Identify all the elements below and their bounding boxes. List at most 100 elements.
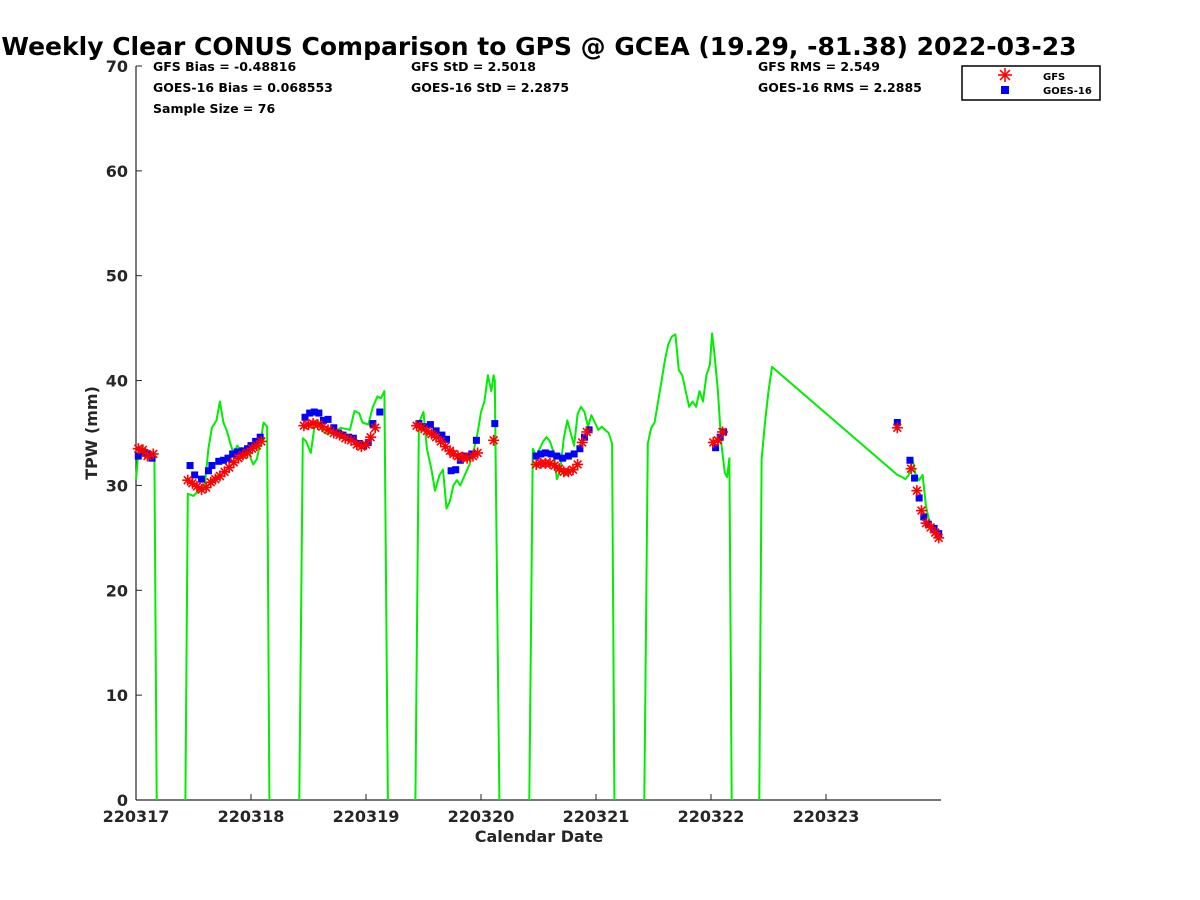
goes16-point <box>541 449 549 457</box>
gfs-rms-stat: GFS RMS = 2.549 <box>758 59 880 74</box>
goes16-point <box>491 420 499 428</box>
gfs-point <box>488 434 500 446</box>
gfs-point <box>572 458 584 470</box>
goes16-point <box>319 416 327 424</box>
goes16-point <box>426 421 434 429</box>
goes16-point <box>564 452 572 460</box>
goes16-point <box>915 494 923 502</box>
goes16-point <box>247 442 255 450</box>
y-tick-label: 20 <box>106 581 128 600</box>
goes16-point <box>208 462 216 470</box>
legend-gfs-marker <box>998 68 1012 82</box>
goes16-point <box>537 450 545 458</box>
gfs-point <box>920 517 932 529</box>
goes16-point <box>310 408 318 416</box>
gfs-point <box>360 439 372 451</box>
y-tick-label: 50 <box>106 267 128 286</box>
gfs-point <box>147 448 159 460</box>
goes16-point <box>306 409 314 417</box>
goes16-point <box>301 413 309 421</box>
gfs-point <box>137 444 149 456</box>
x-tick-label: 220323 <box>793 807 860 826</box>
gfs-point <box>915 505 927 517</box>
goes-rms-stat: GOES-16 RMS = 2.2885 <box>758 80 922 95</box>
goes16-point <box>920 513 928 521</box>
goes16-point <box>224 454 232 462</box>
y-tick-label: 60 <box>106 162 128 181</box>
x-tick-label: 220321 <box>563 807 630 826</box>
goes16-point <box>570 450 578 458</box>
goes16-series <box>134 408 943 538</box>
gfs-point <box>345 434 357 446</box>
goes16-point <box>576 445 584 453</box>
goes16-point <box>186 462 194 470</box>
goes16-point <box>712 444 720 452</box>
goes16-point <box>229 450 237 458</box>
goes16-point <box>252 437 260 445</box>
goes16-point <box>198 475 206 483</box>
gps-line-segment <box>298 390 389 801</box>
gfs-point <box>891 422 903 434</box>
goes16-point <box>930 524 938 532</box>
sample-size-stat: Sample Size = 76 <box>153 101 275 116</box>
gps-line-segment <box>414 374 501 801</box>
gfs-point <box>328 427 340 439</box>
legend-goes16-marker <box>1001 86 1009 94</box>
gps-series <box>135 332 941 801</box>
y-axis-label: TPW (mm) <box>82 386 101 480</box>
y-tick-label: 10 <box>106 686 128 705</box>
y-tick-label: 40 <box>106 372 128 391</box>
goes16-point <box>204 467 212 475</box>
legend-gfs-asterisk <box>998 68 1012 82</box>
goes-bias-stat: GOES-16 Bias = 0.068553 <box>153 80 333 95</box>
gps-line-segment <box>643 332 733 801</box>
x-tick-label: 220322 <box>678 807 745 826</box>
gps-line-segment <box>758 365 941 801</box>
goes16-point <box>256 433 264 441</box>
legend: GFS GOES-16 <box>961 65 1101 101</box>
goes16-point <box>553 452 561 460</box>
goes16-point <box>906 456 914 464</box>
gfs-point <box>576 436 588 448</box>
goes16-point <box>219 456 227 464</box>
x-axis-label: Calendar Date <box>475 827 604 846</box>
gfs-point <box>472 447 484 459</box>
gfs-bias-stat: GFS Bias = -0.48816 <box>153 59 296 74</box>
goes16-point <box>215 457 223 465</box>
goes16-point <box>233 448 241 456</box>
chart-title: Weekly Clear CONUS Comparison to GPS @ G… <box>1 32 1076 61</box>
goes16-point <box>532 452 540 460</box>
gfs-std-stat: GFS StD = 2.5018 <box>411 59 536 74</box>
gfs-point <box>365 431 377 443</box>
x-tick-label: 220317 <box>103 807 170 826</box>
goes16-point <box>360 442 368 450</box>
goes-std-stat: GOES-16 StD = 2.2875 <box>411 80 569 95</box>
goes16-point <box>581 433 588 441</box>
goes16-point <box>369 420 377 428</box>
gfs-point <box>581 426 593 438</box>
gfs-point <box>933 532 945 544</box>
goes16-point <box>191 471 199 479</box>
y-tick-label: 0 <box>117 791 128 810</box>
gps-line-segment <box>528 405 616 801</box>
x-tick-label: 220318 <box>218 807 285 826</box>
goes16-point <box>443 435 450 443</box>
gps-line-segment <box>135 444 158 801</box>
y-ticks: 0 10 20 30 40 50 60 70 <box>106 57 142 810</box>
goes16-point <box>547 450 555 458</box>
legend-box <box>961 65 1101 101</box>
gfs-point <box>911 485 923 497</box>
gfs-point <box>255 435 267 447</box>
goes16-point <box>452 466 460 474</box>
gfs-point <box>369 422 381 434</box>
goes16-point <box>148 454 156 462</box>
goes16-point <box>376 408 384 416</box>
gfs-point <box>717 426 728 438</box>
goes16-point <box>472 436 480 444</box>
goes16-point <box>315 409 323 417</box>
y-tick-label: 30 <box>106 476 128 495</box>
gfs-series <box>132 418 945 544</box>
x-ticks: 220317 220318 220319 220320 220321 220322 2203… <box>103 794 860 826</box>
x-tick-label: 220319 <box>333 807 400 826</box>
